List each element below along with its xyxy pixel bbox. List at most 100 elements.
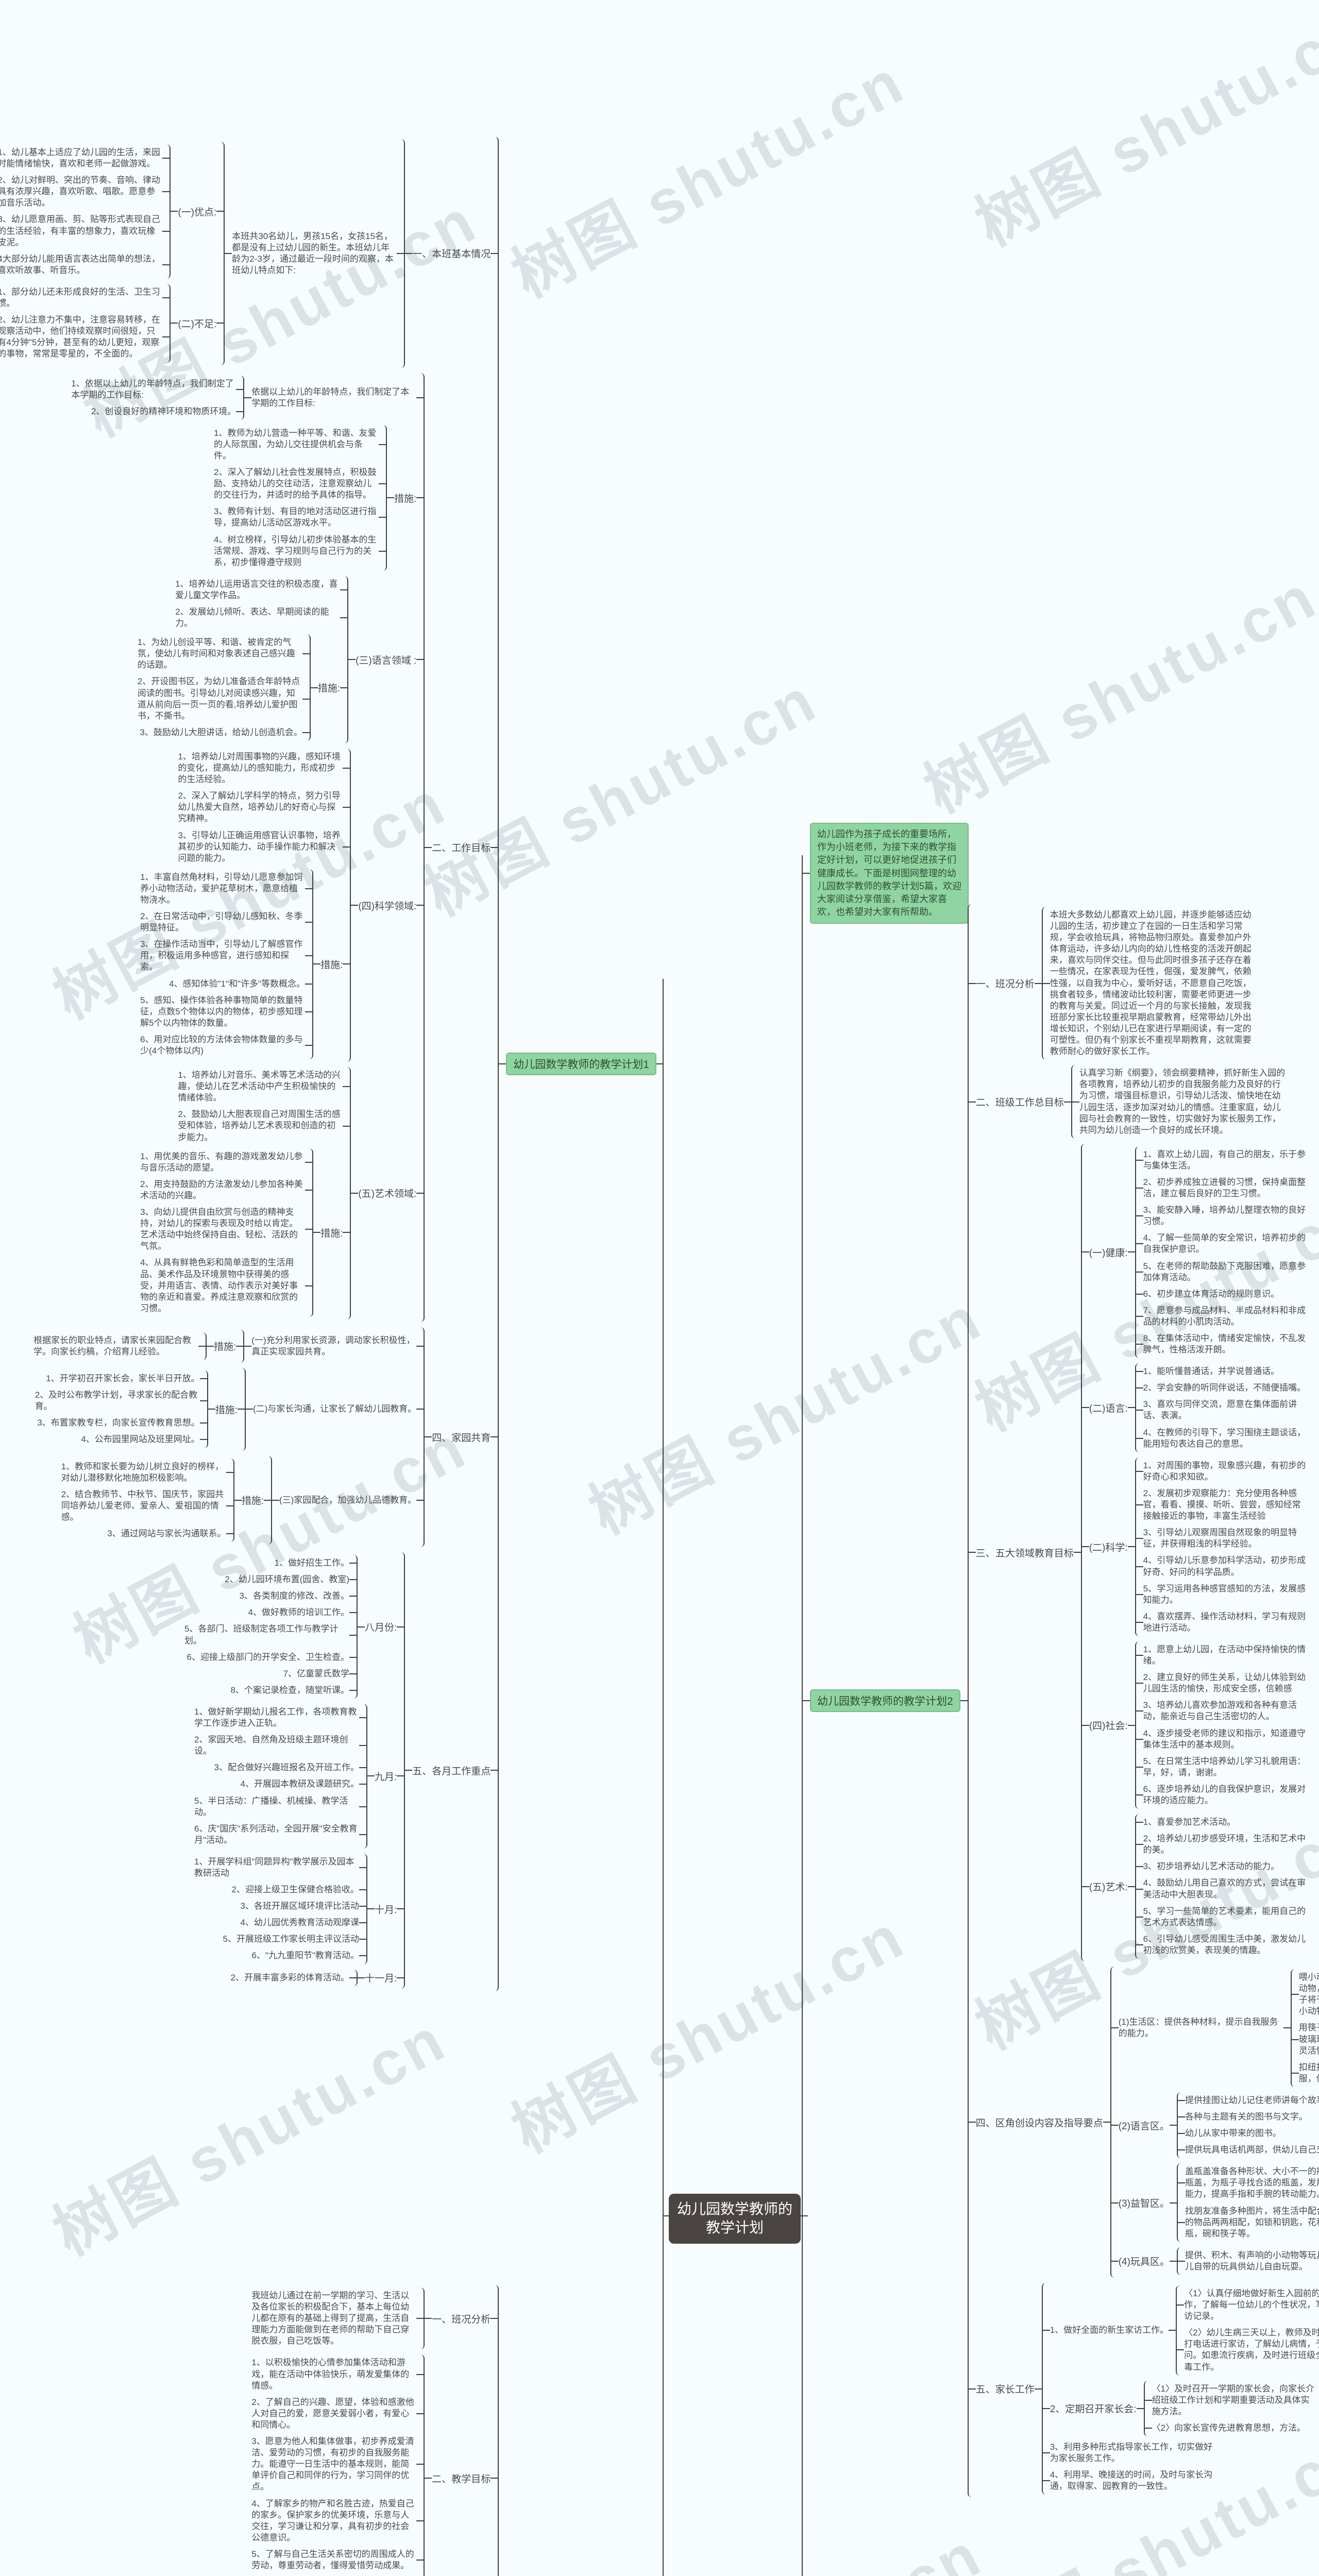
mindmap-node[interactable]: 盖瓶盖准备各种形状、大小不一的瓶子和瓶盖，为瓶子寻找合适的瓶盖，发展比较能力，提…: [1185, 2166, 1319, 2199]
mindmap-node[interactable]: 4、做好教师的培训工作。: [248, 1607, 350, 1618]
mindmap-node[interactable]: 1、幼儿基本上适应了幼儿园的生活，来园时能情绪愉快，喜欢和老师一起做游戏。: [0, 147, 160, 169]
mindmap-node[interactable]: 5、在老师的帮助鼓励下克服困难，愿意参加体育活动。: [1143, 1261, 1306, 1282]
mindmap-node[interactable]: (4)玩具区。: [1118, 2257, 1170, 2268]
mindmap-node[interactable]: 1、为幼儿创设平等、和谐、被肯定的气氛，使幼儿有时间和对象表述自己感兴趣的话题。: [137, 637, 295, 670]
mindmap-node[interactable]: 1、喜欢上幼儿园，有自己的朋友，乐于参与集体生活。: [1143, 1149, 1306, 1171]
mindmap-node[interactable]: 4、公布园里网站及班里网址。: [81, 1434, 200, 1445]
mindmap-node[interactable]: 4、喜欢摆弄、操作活动材料，学习有规则地进行活动。: [1143, 1611, 1306, 1633]
mindmap-node[interactable]: 八月份:: [365, 1622, 397, 1634]
mindmap-node[interactable]: 4、逐步接受老师的建议和指示，知道遵守集体生活中的基本规则。: [1143, 1728, 1306, 1750]
mindmap-node[interactable]: 5、了解与自己生活关系密切的周围成人的劳动，尊重劳动者，懂得爱惜劳动成果。: [251, 2549, 414, 2570]
mindmap-node[interactable]: 措施:: [317, 683, 341, 694]
mindmap-node[interactable]: 2、及时公布教学计划，寻求家长的配合教育。: [35, 1390, 198, 1412]
mindmap-node[interactable]: 措施:: [215, 1404, 238, 1416]
mindmap-node[interactable]: 1、开展学科组"同题异构"教学展示及园本教研活动: [194, 1856, 354, 1878]
mindmap-node[interactable]: 2、幼儿注意力不集中，注意容易转移，在观察活动中，他们持续观察时间很短，只有4分…: [0, 315, 160, 359]
mindmap-node[interactable]: 2、鼓励幼儿大胆表现自己对周围生活的感受和体验，培养幼儿艺术表现和创造的初步能力…: [178, 1109, 341, 1142]
mindmap-node[interactable]: (三)家园配合，加强幼儿品德教育。: [279, 1495, 417, 1505]
mindmap-node[interactable]: 6、庆"国庆"系列活动，全园开展"安全教育月"活动。: [194, 1823, 358, 1845]
mindmap-node[interactable]: 6、用对应比较的方法体会物体数量的多与少(4个物体以内): [140, 1034, 303, 1056]
mindmap-node[interactable]: 6、迎接上级部门的开学安全、卫生检查。: [187, 1652, 350, 1662]
mindmap-node[interactable]: 5、开展班级工作家长明主评议活动: [223, 1934, 360, 1944]
mindmap-node[interactable]: 本班共30名幼儿，男孩15名，女孩15名，都是没有上过幼儿园的新生。本班幼儿年龄…: [232, 231, 394, 275]
mindmap-node[interactable]: 五、家长工作: [975, 2384, 1035, 2396]
mindmap-node[interactable]: 6、初步建立体育活动的规则意识。: [1143, 1289, 1280, 1299]
mindmap-node[interactable]: 3、配合做好兴趣班报名及开班工作。: [214, 1762, 360, 1773]
mindmap-node[interactable]: 6、引导幼儿感受周围生活中美，激发幼儿初浅的欣赏美，表现美的情趣。: [1143, 1934, 1306, 1955]
mindmap-node[interactable]: 7、亿童蒙氏数学: [283, 1668, 350, 1679]
mindmap-node[interactable]: 依据以上幼儿的年龄特点，我们制定了本学期的工作目标:: [251, 386, 410, 408]
mindmap-node[interactable]: 3、喜欢与同伴交流，愿意在集体面前讲话、表演。: [1143, 1399, 1297, 1421]
mindmap-node[interactable]: (一)优点:: [178, 207, 217, 218]
mindmap-node[interactable]: 4、利用早、晚接送的时间，及时与家长沟通，取得家、园教育的一致性。: [1050, 2470, 1213, 2492]
mindmap-node[interactable]: 二、教学目标: [432, 2473, 491, 2485]
mindmap-node[interactable]: 〈2〉向家长宣传先进教育思想，方法。: [1152, 2422, 1306, 2433]
mindmap-node[interactable]: 4、在教师的引导下，学习围绕主题谈话，能用短句表达自己的意思。: [1143, 1427, 1306, 1449]
mindmap-node[interactable]: (2)语言区。: [1118, 2121, 1170, 2132]
mindmap-node[interactable]: 1、依据以上幼儿的年龄特点，我们制定了本学期的工作目标:: [71, 378, 234, 400]
mindmap-node[interactable]: (五)艺术:: [1089, 1882, 1128, 1893]
mindmap-node[interactable]: 1、开学初召开家长会，家长半日开放。: [46, 1374, 200, 1384]
mindmap-node[interactable]: 措施:: [320, 959, 343, 971]
mindmap-node[interactable]: 2、了解自己的兴趣、愿望，体验和感激他人对自己的爱，愿意关爱弱小者，有爱心和同情…: [251, 2397, 414, 2430]
mindmap-node[interactable]: 2、幼儿园环境布置(园舍、教室): [225, 1574, 350, 1585]
mindmap-node[interactable]: 2、发展初步观察能力：充分使用各种感官，看看、摸摸、听听、尝尝，感知经常接触接近…: [1143, 1488, 1301, 1521]
mindmap-node[interactable]: (四)社会:: [1089, 1721, 1128, 1732]
mindmap-node[interactable]: 4大部分幼儿能用语言表达出简单的想法，喜欢听故事、听音乐。: [0, 253, 160, 275]
mindmap-node[interactable]: 3、鼓励幼儿大胆讲话，给幼儿创造机会。: [140, 727, 302, 737]
mindmap-node[interactable]: 5、学习一些简单的艺术要素，能用自己的艺术方式表达情感。: [1143, 1906, 1306, 1927]
mindmap-node[interactable]: 3、幼儿愿意用画、剪、贴等形式表现自己的生活经验，有丰富的想象力，喜欢玩橡皮泥。: [0, 214, 160, 247]
mindmap-node[interactable]: 4、从具有鲜艳色彩和简单造型的生活用品、美术作品及环境景物中获得美的感受，并用语…: [140, 1258, 298, 1313]
mindmap-node[interactable]: 2、定期召开家长会:: [1050, 2404, 1137, 2415]
mindmap-node[interactable]: 2、幼儿对鲜明、突出的节奏、音响、律动具有浓厚兴趣，喜欢听歌、唱歌。愿意参加音乐…: [0, 175, 160, 208]
mindmap-node[interactable]: 2、结合教师节、中秋节、国庆节，家园共同培养幼儿爱老师、爱亲人、爱祖国的情感。: [61, 1489, 224, 1522]
mindmap-node[interactable]: 〈1〉及时召开一学期的家长会，向家长介绍班级工作计划和学期重要活动及具体实施方法…: [1152, 2383, 1315, 2416]
mindmap-node[interactable]: 2、初步养成独立进餐的习惯，保持桌面整洁，建立餐后良好的卫生习惯。: [1143, 1177, 1306, 1199]
mindmap-node[interactable]: 6、"九九重阳节"教育活动。: [251, 1951, 360, 1961]
mindmap-node[interactable]: 1、部分幼儿还未形成良好的生活、卫生习惯。: [0, 286, 160, 309]
mindmap-node[interactable]: 2、开设图书区，为幼儿准备适合年龄特点阅读的图书。引导幼儿对阅读感兴趣，知道从前…: [137, 676, 300, 721]
mindmap-node[interactable]: 1、做好新学期幼儿报名工作，各项教育教学工作逐步进入正轨。: [194, 1706, 357, 1728]
mindmap-node[interactable]: 5、在日常生活中培养幼儿学习礼貌用语：早，好，请，谢谢。: [1143, 1756, 1306, 1777]
mindmap-node[interactable]: 1、喜爱参加艺术活动。: [1143, 1817, 1236, 1827]
mindmap-node[interactable]: 3、利用多种形式指导家长工作，切实做好为家长服务工作。: [1050, 2442, 1213, 2464]
mindmap-node[interactable]: 8、个案记录检查，随堂听课。: [230, 1685, 350, 1695]
mindmap-node[interactable]: 2、迎接上级卫生保健合格验收。: [231, 1885, 360, 1895]
mindmap-node[interactable]: 4、开展园本教研及课题研究。: [240, 1779, 360, 1789]
mindmap-node[interactable]: 2、深入了解幼儿社会性发展特点，积极鼓励、支持幼儿的交往动活，注意观察幼儿的交往…: [214, 467, 377, 500]
mindmap-node[interactable]: 3、通过网站与家长沟通联系。: [107, 1529, 226, 1538]
mindmap-node[interactable]: 2、培养幼儿初步感受环境，生活和艺术中的美。: [1143, 1834, 1306, 1855]
mindmap-node[interactable]: 喂小动物，纸板箱或纸盒装饰成小动物，嘴部掏空，幼儿用较大的勺子将干蚕豆、玻璃珠等…: [1298, 1972, 1319, 2016]
mindmap-node[interactable]: (二)不足:: [178, 318, 217, 330]
mindmap-node[interactable]: 7、愿意参与成品材料、半成品材料和非成品的材料的小肌肉活动。: [1143, 1305, 1306, 1327]
mindmap-node[interactable]: 4、引导幼儿乐意参加科学活动，初步形成好奇、好问的科学品质。: [1143, 1555, 1306, 1577]
mindmap-node[interactable]: 1、培养幼儿运用语言交往的积极态度，喜爱儿童文学作品。: [175, 579, 338, 600]
mindmap-node[interactable]: 4、鼓励幼儿用自己喜欢的方式，尝试在审美活动中大胆表现。: [1143, 1878, 1306, 1900]
mindmap-node[interactable]: 4、了解一些简单的安全常识，培养初步的自我保护意识。: [1143, 1233, 1306, 1255]
mindmap-node[interactable]: 提供玩具电话机两部，供幼儿自己交谈。: [1185, 2145, 1319, 2155]
mindmap-node[interactable]: 3、布置家教专栏，向家长宣传教育思想。: [37, 1418, 200, 1428]
mindmap-node[interactable]: (二)语言:: [1089, 1403, 1128, 1414]
mindmap-node[interactable]: 幼儿从家中带来的图书。: [1185, 2128, 1281, 2139]
mindmap-node[interactable]: 5、感知、操作体验各种事物简单的数量特征，点数5个物体以内的物体，初步感知理解5…: [140, 995, 303, 1028]
mindmap-node[interactable]: 1、对周围的事物，现象感兴趣，有初步的好奇心和求知欲。: [1143, 1460, 1306, 1482]
mindmap-node[interactable]: 找朋友准备多种图片，将生活中配合使用的物品两两相配，如锁和钥匙，花和花瓶，碗和筷…: [1185, 2206, 1319, 2239]
mindmap-node[interactable]: 4、树立榜样，引导幼儿初步体验基本的生活常规、游戏、学习规则与自己行为的关系，初…: [214, 534, 377, 567]
mindmap-node[interactable]: 二、工作目标: [432, 843, 491, 854]
mindmap-node[interactable]: 2、开展丰富多彩的体育活动。: [230, 1972, 350, 1982]
mindmap-node[interactable]: 4、感知体验"1"和"许多"等数概念。: [169, 978, 306, 989]
mindmap-node[interactable]: 2、创设良好的精神环境和物质环境。: [91, 406, 236, 416]
mindmap-node[interactable]: 扣纽扣，准备缝有各种纽扣的小衣服，供幼儿解开、扣上。: [1298, 2062, 1319, 2083]
mindmap-node[interactable]: 提供、积木、有声响的小动物等玩具或幼儿自带的玩具供幼儿自由玩耍。: [1185, 2250, 1319, 2272]
mindmap-node[interactable]: 根据家长的职业特点，请家长来园配合教学。向家长约稿，介绍育儿经验。: [33, 1335, 192, 1357]
mindmap-node[interactable]: 3、各类制度的修改、改善。: [239, 1591, 350, 1601]
mindmap-node[interactable]: 1、丰富自然角材料，引导幼儿愿意参加饲养小动物活动，爱护花草树木，愿意给植物浇水…: [140, 872, 303, 905]
mindmap-node[interactable]: 本班大多数幼儿都喜欢上幼儿园，并逐步能够适应幼儿园的生活，初步建立了在园的一日生…: [1050, 910, 1252, 1057]
mindmap-node[interactable]: 8、在集体活动中，情绪安定愉快，不乱发脾气，性格活泼开朗。: [1143, 1333, 1306, 1355]
mindmap-node[interactable]: 3、愿意为他人和集体做事，初步养成爱清洁、爱劳动的习惯，有初步的自我服务能力。能…: [251, 2436, 414, 2492]
mindmap-node[interactable]: 5、半日活动：广播操、机械操、教学活动。: [194, 1795, 348, 1817]
mindmap-node[interactable]: 5、各部门、班级制定各项工作与教学计划。: [184, 1624, 339, 1646]
mindmap-node[interactable]: (二)科学:: [1089, 1542, 1128, 1553]
mindmap-node[interactable]: 十月:: [375, 1904, 397, 1916]
mindmap-node[interactable]: 2、家园天地、自然角及班级主题环境创设。: [194, 1735, 348, 1756]
